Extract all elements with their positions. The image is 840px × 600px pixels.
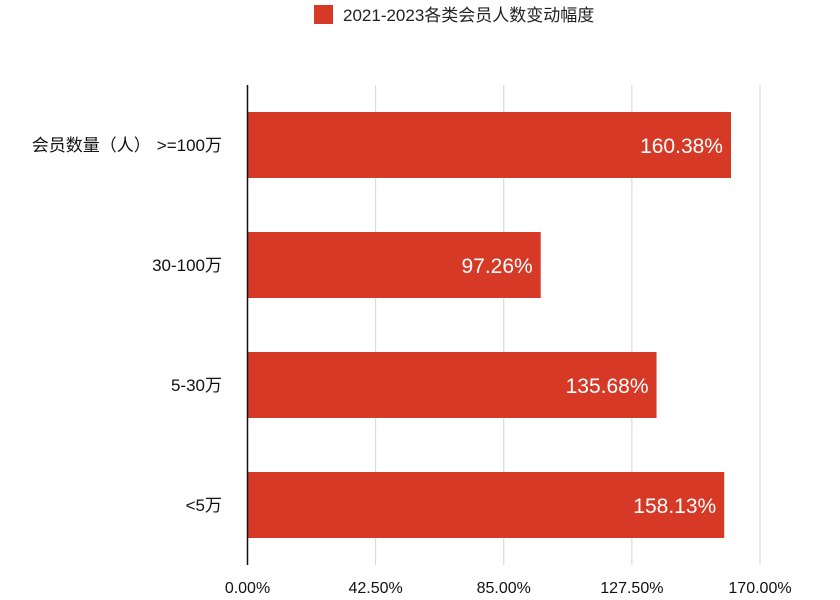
x-tick-label: 42.50%: [348, 580, 402, 597]
x-tick-label: 127.50%: [600, 580, 663, 597]
x-tick-label: 0.00%: [225, 580, 270, 597]
bar: [247, 472, 725, 538]
data-label: 135.68%: [566, 375, 649, 398]
category-axis-title: 会员数量（人）: [32, 136, 151, 155]
data-label: 97.26%: [461, 255, 532, 278]
legend: 2021-2023各类会员人数变动幅度: [314, 5, 594, 25]
x-tick-label: 170.00%: [728, 580, 791, 597]
bars: [247, 112, 731, 538]
legend-swatch: [314, 5, 333, 24]
x-tick-label: 85.00%: [477, 580, 531, 597]
legend-entry: 2021-2023各类会员人数变动幅度: [343, 6, 594, 25]
category-label: <5万: [186, 496, 222, 515]
bar: [247, 352, 657, 418]
category-label: 5-30万: [171, 376, 222, 395]
category-label: >=100万: [157, 136, 222, 155]
category-labels: >=100万 30-100万 5-30万 <5万: [152, 136, 222, 515]
value-labels: 160.38% 97.26% 135.68% 158.13%: [461, 135, 723, 518]
category-label: 30-100万: [152, 256, 222, 275]
bar: [247, 232, 541, 298]
bar: [247, 112, 731, 178]
data-label: 158.13%: [633, 495, 716, 518]
data-label: 160.38%: [640, 135, 723, 158]
x-tick-labels: 0.00% 42.50% 85.00% 127.50% 170.00%: [225, 580, 792, 597]
